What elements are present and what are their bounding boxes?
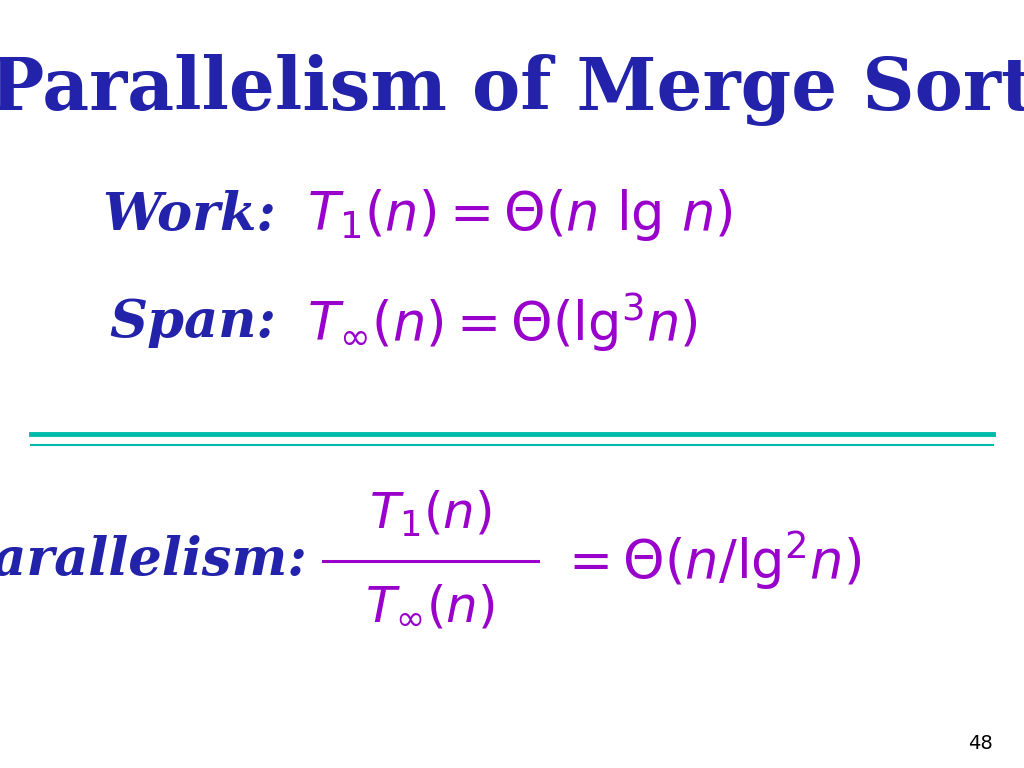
Text: $T_1(n) = \Theta(n\ \mathrm{lg}\ n)$: $T_1(n) = \Theta(n\ \mathrm{lg}\ n)$: [307, 187, 733, 243]
Text: $T_\infty(n) = \Theta(\mathrm{lg}^3 n)$: $T_\infty(n) = \Theta(\mathrm{lg}^3 n)$: [307, 291, 698, 354]
Text: 48: 48: [969, 733, 993, 753]
Text: Parallelism:: Parallelism:: [0, 535, 307, 586]
Text: Parallelism of Merge Sort: Parallelism of Merge Sort: [0, 54, 1024, 126]
Text: $= \Theta(n/\mathrm{lg}^2 n)$: $= \Theta(n/\mathrm{lg}^2 n)$: [558, 529, 861, 592]
Text: Span:: Span:: [110, 297, 276, 348]
Text: $T_\infty(n)$: $T_\infty(n)$: [366, 582, 495, 631]
Text: $T_1(n)$: $T_1(n)$: [369, 489, 492, 540]
Text: Work:: Work:: [102, 190, 276, 240]
